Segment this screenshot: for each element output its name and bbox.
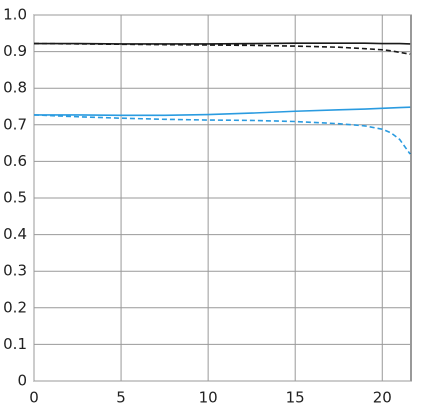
y-tick-label: 0	[17, 372, 27, 390]
y-tick-label: 0.7	[3, 115, 27, 133]
series-line	[34, 106, 411, 117]
y-tick-label: 0.6	[3, 152, 27, 170]
x-tick-label: 5	[116, 389, 126, 407]
series-line	[33, 114, 411, 155]
y-tick-label: 0.1	[3, 335, 27, 353]
series-line	[34, 42, 411, 45]
y-tick-label: 0.4	[3, 225, 27, 243]
y-tick-label: 0.9	[3, 42, 27, 60]
series-line	[33, 42, 411, 55]
x-tick-label: 10	[199, 389, 218, 407]
y-tick-label: 1.0	[3, 6, 27, 24]
x-tick-label: 20	[373, 389, 392, 407]
x-tick-label: 15	[286, 389, 305, 407]
y-tick-label: 0.5	[3, 189, 27, 207]
y-tick-label: 0.8	[3, 79, 27, 97]
y-tick-label: 0.2	[3, 298, 27, 316]
x-tick-label: 0	[29, 389, 39, 407]
y-tick-label: 0.3	[3, 262, 27, 280]
